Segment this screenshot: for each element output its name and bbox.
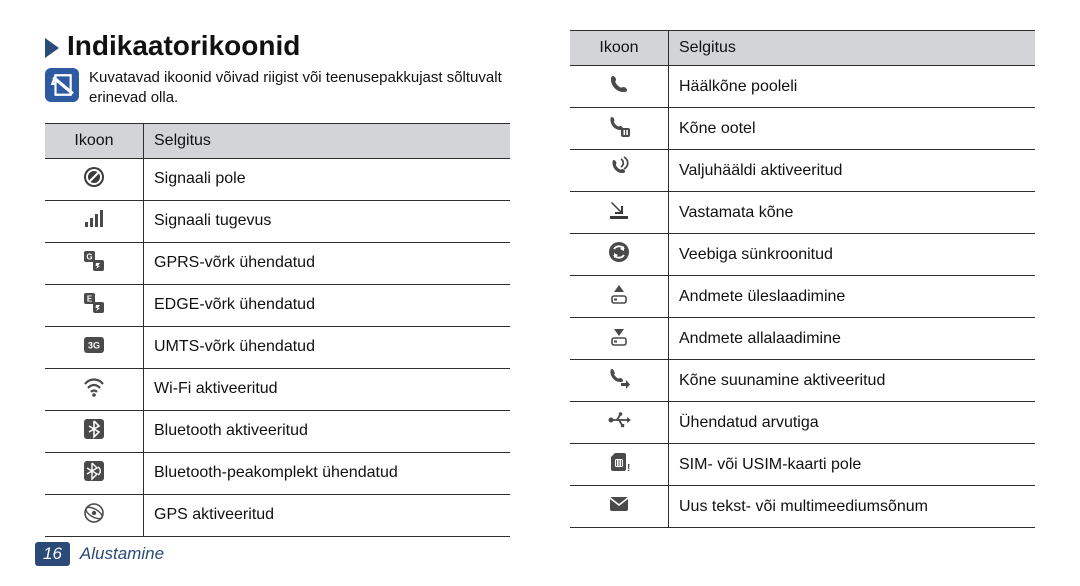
new-message-icon (570, 486, 669, 528)
icon-description: Uus tekst- või multimeediumsõnum (669, 486, 1036, 528)
umts-icon (45, 326, 144, 368)
chevron-right-icon (45, 38, 59, 58)
col-header-desc: Selgitus (669, 31, 1036, 66)
table-row: SIM- või USIM-kaarti pole (570, 444, 1035, 486)
signal-bars-icon (45, 200, 144, 242)
icon-description: SIM- või USIM-kaarti pole (669, 444, 1036, 486)
table-row: Signaali tugevus (45, 200, 510, 242)
icon-description: Häälkõne pooleli (669, 66, 1036, 108)
no-sim-icon (570, 444, 669, 486)
upload-icon (570, 276, 669, 318)
table-row: Bluetooth aktiveeritud (45, 410, 510, 452)
icon-table-right: Ikoon Selgitus Häälkõne pooleliKõne oote… (570, 30, 1035, 528)
table-row: Bluetooth-peakomplekt ühendatud (45, 452, 510, 494)
icon-description: GPRS-võrk ühendatud (144, 242, 511, 284)
footer-section: Alustamine (80, 544, 164, 564)
table-row: Andmete üleslaadimine (570, 276, 1035, 318)
table-row: GPS aktiveeritud (45, 494, 510, 536)
icon-description: Wi-Fi aktiveeritud (144, 368, 511, 410)
call-forward-icon (570, 360, 669, 402)
wifi-icon (45, 368, 144, 410)
note-icon (45, 68, 79, 102)
bt-headset-icon (45, 452, 144, 494)
icon-description: Andmete üleslaadimine (669, 276, 1036, 318)
download-icon (570, 318, 669, 360)
page-heading: Indikaatorikoonid (67, 30, 300, 62)
bluetooth-icon (45, 410, 144, 452)
table-row: Häälkõne pooleli (570, 66, 1035, 108)
icon-description: Signaali tugevus (144, 200, 511, 242)
table-row: UMTS-võrk ühendatud (45, 326, 510, 368)
gps-icon (45, 494, 144, 536)
gprs-icon (45, 242, 144, 284)
note-row: Kuvatavad ikoonid võivad riigist või tee… (45, 68, 510, 109)
left-column: Indikaatorikoonid Kuvatavad ikoonid võiv… (45, 30, 510, 537)
icon-description: Ühendatud arvutiga (669, 402, 1036, 444)
table-row: Ühendatud arvutiga (570, 402, 1035, 444)
table-row: Wi-Fi aktiveeritud (45, 368, 510, 410)
note-text: Kuvatavad ikoonid võivad riigist või tee… (89, 68, 510, 109)
sync-icon (570, 234, 669, 276)
call-hold-icon (570, 108, 669, 150)
icon-description: Bluetooth-peakomplekt ühendatud (144, 452, 511, 494)
right-column: Ikoon Selgitus Häälkõne pooleliKõne oote… (570, 30, 1035, 537)
icon-description: Kõne ootel (669, 108, 1036, 150)
page-footer: 16 Alustamine (35, 542, 164, 566)
call-icon (570, 66, 669, 108)
table-row: Veebiga sünkroonitud (570, 234, 1035, 276)
missed-call-icon (570, 192, 669, 234)
table-row: Signaali pole (45, 158, 510, 200)
table-row: Vastamata kõne (570, 192, 1035, 234)
table-row: Kõne ootel (570, 108, 1035, 150)
table-row: Andmete allalaadimine (570, 318, 1035, 360)
col-header-icon: Ikoon (45, 123, 144, 158)
usb-connected-icon (570, 402, 669, 444)
icon-description: Valjuhääldi aktiveeritud (669, 150, 1036, 192)
table-row: Valjuhääldi aktiveeritud (570, 150, 1035, 192)
icon-description: GPS aktiveeritud (144, 494, 511, 536)
icon-table-left: Ikoon Selgitus Signaali poleSignaali tug… (45, 123, 510, 537)
icon-description: Bluetooth aktiveeritud (144, 410, 511, 452)
col-header-desc: Selgitus (144, 123, 511, 158)
table-row: EDGE-võrk ühendatud (45, 284, 510, 326)
heading-row: Indikaatorikoonid (45, 30, 510, 62)
icon-description: Signaali pole (144, 158, 511, 200)
icon-description: Vastamata kõne (669, 192, 1036, 234)
table-row: Kõne suunamine aktiveeritud (570, 360, 1035, 402)
icon-description: Kõne suunamine aktiveeritud (669, 360, 1036, 402)
page-number: 16 (35, 542, 70, 566)
icon-description: EDGE-võrk ühendatud (144, 284, 511, 326)
icon-description: Veebiga sünkroonitud (669, 234, 1036, 276)
icon-description: Andmete allalaadimine (669, 318, 1036, 360)
speakerphone-icon (570, 150, 669, 192)
table-row: Uus tekst- või multimeediumsõnum (570, 486, 1035, 528)
icon-description: UMTS-võrk ühendatud (144, 326, 511, 368)
edge-icon (45, 284, 144, 326)
no-signal-icon (45, 158, 144, 200)
table-row: GPRS-võrk ühendatud (45, 242, 510, 284)
col-header-icon: Ikoon (570, 31, 669, 66)
